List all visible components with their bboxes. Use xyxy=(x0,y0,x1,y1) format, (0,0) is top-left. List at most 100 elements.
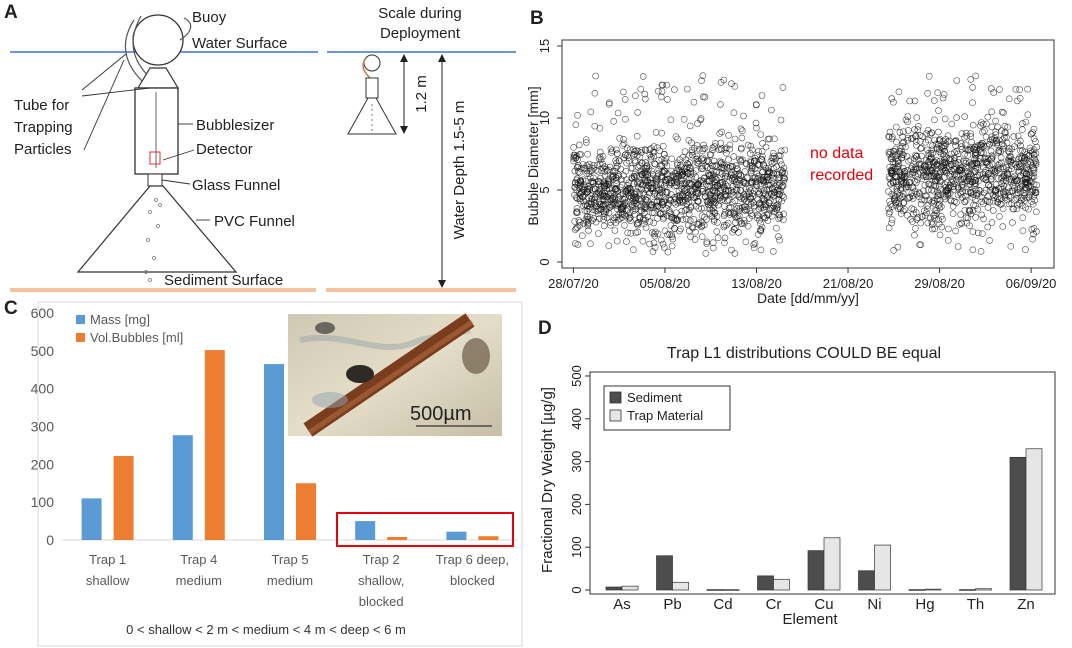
b-data-point xyxy=(994,199,1002,206)
c-x-tick-label: Trap 4 xyxy=(180,552,217,567)
b-data-point xyxy=(770,175,778,182)
b-x-axis: 28/07/20 05/08/20 13/08/20 21/08/20 29/08/20… xyxy=(548,268,1056,291)
b-data-point xyxy=(999,136,1007,143)
b-data-point xyxy=(955,221,963,228)
b-data-point xyxy=(615,196,622,203)
b-data-point xyxy=(944,132,952,139)
b-data-point xyxy=(781,146,789,154)
b-data-point xyxy=(952,137,960,144)
b-data-point xyxy=(763,174,771,181)
b-data-point xyxy=(652,160,659,168)
b-data-point xyxy=(605,242,613,249)
b-data-point xyxy=(678,185,685,192)
b-data-point xyxy=(747,200,755,208)
b-data-point xyxy=(773,224,780,232)
b-data-point xyxy=(923,192,930,200)
b-data-point xyxy=(649,187,657,195)
b-data-point xyxy=(646,218,654,225)
b-data-point xyxy=(999,145,1007,153)
b-data-point xyxy=(601,182,608,189)
b-data-point xyxy=(955,156,963,163)
b-data-point xyxy=(1005,200,1013,208)
b-data-point xyxy=(1030,165,1038,173)
label-bubblesizer: Bubblesizer xyxy=(196,117,274,134)
b-data-point xyxy=(726,145,734,153)
b-data-point xyxy=(721,162,728,169)
b-data-point xyxy=(887,179,895,187)
pvc-funnel-shape xyxy=(76,185,238,273)
b-data-point xyxy=(977,248,985,255)
b-data-point xyxy=(758,92,766,99)
b-data-point xyxy=(718,128,725,136)
b-data-point xyxy=(981,127,988,134)
c-x-tick-label: blocked xyxy=(359,594,404,609)
b-data-point xyxy=(580,197,587,205)
c-bar-mass xyxy=(172,435,193,540)
panel-d-bar-chart: Trap L1 distributions COULD BE equal 0 10… xyxy=(539,345,1056,628)
b-data-point xyxy=(664,248,672,256)
b-data-point xyxy=(658,93,665,101)
b-x-tick-label: 13/08/20 xyxy=(731,276,782,291)
b-data-point xyxy=(925,73,933,80)
b-data-point xyxy=(898,176,906,184)
b-data-point xyxy=(695,145,703,153)
b-data-point xyxy=(686,180,693,187)
d-bar-trap-material xyxy=(672,581,689,591)
b-data-point xyxy=(888,95,896,102)
b-data-point xyxy=(984,197,991,205)
b-data-point xyxy=(998,127,1005,134)
b-data-point xyxy=(1033,181,1041,189)
b-data-point xyxy=(576,218,583,226)
b-data-point xyxy=(1009,156,1016,164)
b-data-point xyxy=(962,145,970,153)
b-data-point xyxy=(578,232,586,239)
b-data-point xyxy=(607,221,614,229)
b-data-point xyxy=(960,157,967,165)
b-data-point xyxy=(968,162,976,170)
b-data-point xyxy=(656,186,663,193)
b-data-point xyxy=(939,166,946,174)
b-data-point xyxy=(1026,177,1033,185)
b-data-point xyxy=(961,207,969,214)
b-data-point xyxy=(777,116,785,124)
b-data-point xyxy=(656,147,663,154)
b-data-point xyxy=(593,161,601,169)
b-data-point xyxy=(969,246,977,254)
b-data-point xyxy=(766,169,774,176)
b-data-point xyxy=(1019,120,1026,127)
b-data-point xyxy=(893,198,900,205)
b-data-point xyxy=(962,192,969,200)
b-data-point xyxy=(751,240,759,247)
b-data-point xyxy=(961,141,969,149)
b-data-point xyxy=(729,177,736,184)
b-data-point xyxy=(928,186,935,194)
d-bar-sediment xyxy=(757,575,774,591)
b-data-point xyxy=(921,196,929,204)
b-data-point xyxy=(755,190,763,198)
b-data-point xyxy=(1027,130,1035,138)
b-data-point xyxy=(632,92,639,99)
b-data-point xyxy=(698,233,706,240)
b-data-point xyxy=(779,192,786,199)
b-data-point xyxy=(940,144,947,152)
b-data-point xyxy=(614,200,621,207)
b-data-point xyxy=(692,228,699,236)
b-data-point xyxy=(681,207,689,214)
b-data-point xyxy=(914,214,922,221)
d-x-axis: As Pb Cd Cr Cu Ni Hg Th Zn xyxy=(613,596,1035,613)
b-data-point xyxy=(932,140,940,148)
b-data-point xyxy=(1030,125,1038,133)
b-data-point xyxy=(636,214,644,221)
b-data-point xyxy=(634,147,642,155)
d-bars xyxy=(605,448,1043,591)
b-data-point xyxy=(604,180,612,188)
b-data-point xyxy=(655,156,663,164)
b-data-point xyxy=(717,192,724,200)
b-data-point xyxy=(755,212,762,220)
b-data-point xyxy=(742,203,749,211)
b-data-point xyxy=(924,186,932,194)
b-data-point xyxy=(727,163,734,170)
label-glass-funnel: Glass Funnel xyxy=(192,177,280,194)
d-bar-trap-material xyxy=(773,578,790,591)
b-data-point xyxy=(638,185,645,193)
